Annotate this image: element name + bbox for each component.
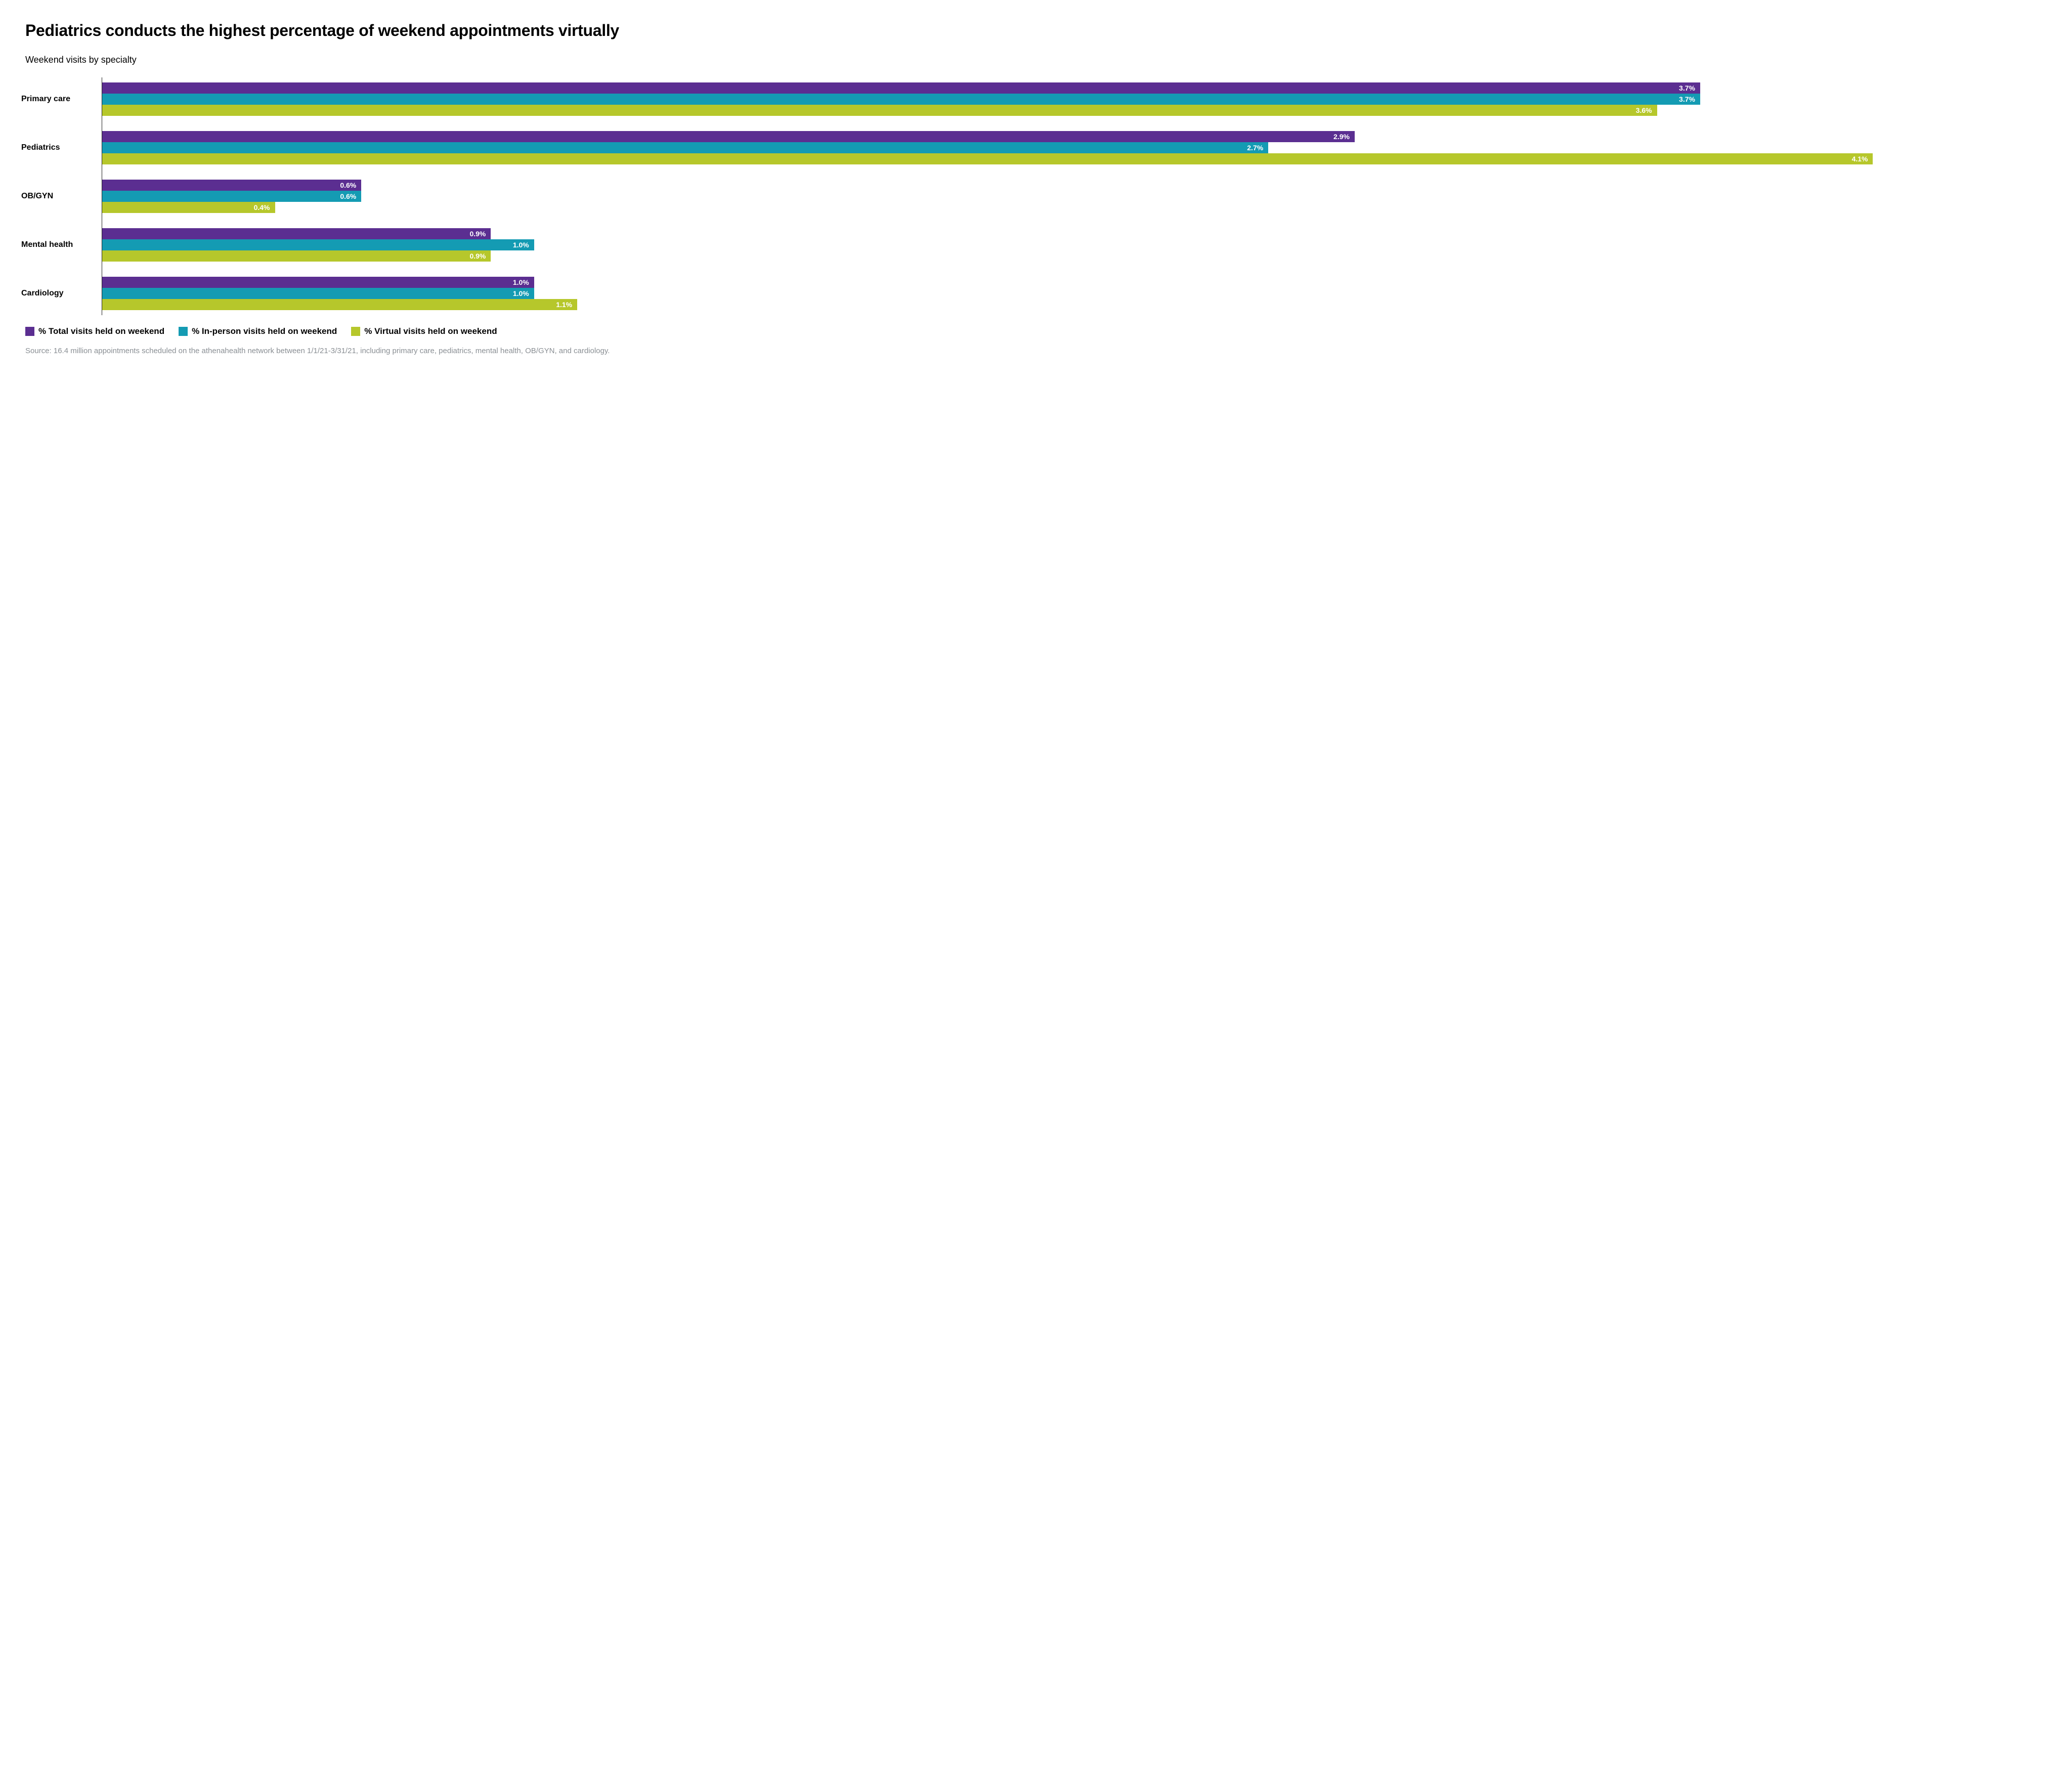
category-group: Primary care3.7%3.7%3.6% (102, 82, 2046, 116)
chart-plot-area: Primary care3.7%3.7%3.6% Pediatrics2.9%2.… (102, 77, 2046, 315)
legend-label: % Total visits held on weekend (38, 326, 164, 336)
bar: 3.7% (102, 82, 1700, 94)
category-group: Pediatrics2.9%2.7%4.1% (102, 131, 2046, 164)
bar: 0.9% (102, 250, 491, 262)
category-group: Mental health0.9%1.0%0.9% (102, 228, 2046, 262)
chart-legend: % Total visits held on weekend % In-perso… (25, 326, 2046, 336)
category-label: Mental health (21, 240, 97, 249)
category-label: Pediatrics (21, 143, 97, 152)
chart-source-note: Source: 16.4 million appointments schedu… (25, 346, 2046, 357)
bar: 1.0% (102, 277, 534, 288)
bar: 4.1% (102, 153, 1873, 164)
legend-swatch (351, 327, 360, 336)
category-label: OB/GYN (21, 192, 97, 201)
chart-title: Pediatrics conducts the highest percenta… (25, 20, 2046, 40)
bar: 1.0% (102, 288, 534, 299)
category-label: Cardiology (21, 289, 97, 298)
bar: 0.9% (102, 228, 491, 239)
legend-label: % Virtual visits held on weekend (364, 326, 497, 336)
bar: 2.7% (102, 142, 1268, 153)
legend-label: % In-person visits held on weekend (192, 326, 337, 336)
chart-container: Primary care3.7%3.7%3.6% Pediatrics2.9%2.… (25, 77, 2046, 315)
legend-item: % Virtual visits held on weekend (351, 326, 497, 336)
bar: 3.7% (102, 94, 1700, 105)
category-group: Cardiology1.0%1.0%1.1% (102, 277, 2046, 310)
bar: 1.1% (102, 299, 577, 310)
bar: 1.0% (102, 239, 534, 250)
bar: 0.6% (102, 180, 361, 191)
bar: 0.4% (102, 202, 275, 213)
legend-swatch (25, 327, 34, 336)
chart-subtitle: Weekend visits by specialty (25, 55, 2046, 65)
category-group: OB/GYN0.6%0.6%0.4% (102, 180, 2046, 213)
legend-item: % Total visits held on weekend (25, 326, 164, 336)
legend-swatch (179, 327, 188, 336)
bar: 2.9% (102, 131, 1355, 142)
category-label: Primary care (21, 95, 97, 104)
legend-item: % In-person visits held on weekend (179, 326, 337, 336)
bar: 3.6% (102, 105, 1657, 116)
bar: 0.6% (102, 191, 361, 202)
